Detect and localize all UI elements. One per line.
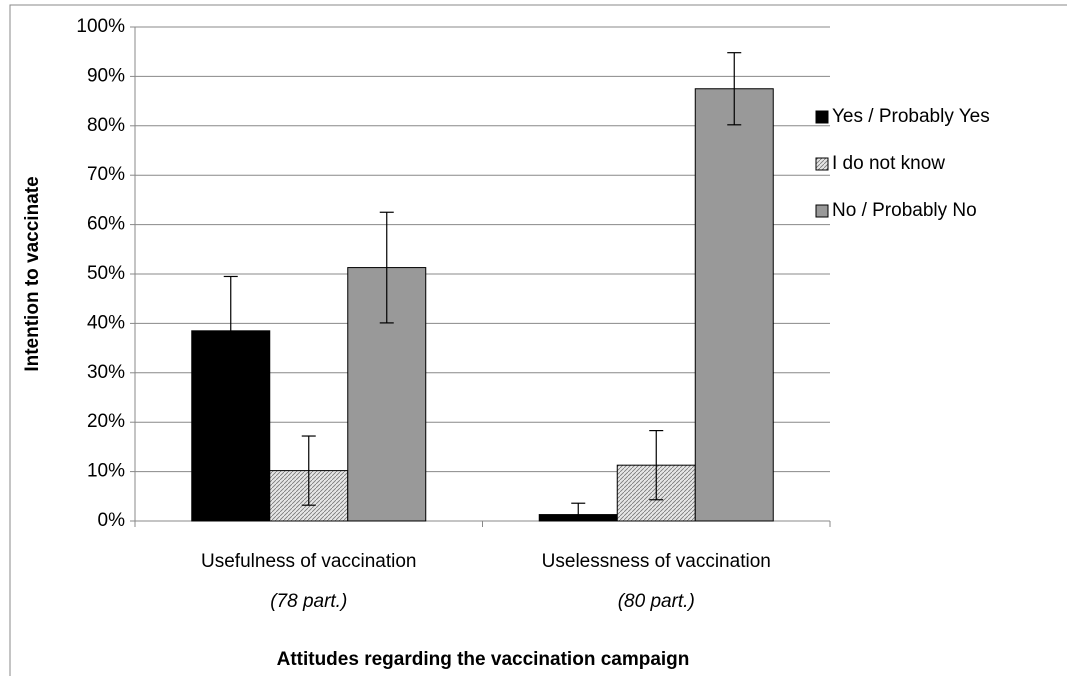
legend-label: No / Probably No [832, 200, 977, 221]
y-tick-label: 90% [87, 65, 125, 86]
legend-swatch [815, 157, 829, 171]
x-tick-note: (78 part.) [270, 591, 347, 612]
y-tick-label: 100% [76, 16, 125, 37]
y-axis-title: Intention to vaccinate [22, 176, 43, 371]
x-axis-title: Attitudes regarding the vaccination camp… [277, 649, 690, 670]
y-tick-label: 10% [87, 461, 125, 482]
bar [694, 88, 774, 522]
y-tick-label: 20% [87, 411, 125, 432]
legend-label: Yes / Probably Yes [832, 106, 990, 127]
x-tick-label: Usefulness of vaccination [201, 551, 416, 572]
y-tick-label: 0% [98, 510, 126, 531]
legend-swatch [815, 110, 829, 124]
y-tick-label: 50% [87, 263, 125, 284]
y-tick-label: 30% [87, 362, 125, 383]
chart-frame [9, 4, 1067, 676]
legend-label: I do not know [832, 153, 945, 174]
legend-swatch [815, 204, 829, 218]
y-tick-label: 60% [87, 214, 125, 235]
x-tick-label: Uselessness of vaccination [542, 551, 771, 572]
y-tick-label: 40% [87, 312, 125, 333]
y-tick-label: 70% [87, 164, 125, 185]
x-tick-note: (80 part.) [618, 591, 695, 612]
y-tick-label: 80% [87, 115, 125, 136]
